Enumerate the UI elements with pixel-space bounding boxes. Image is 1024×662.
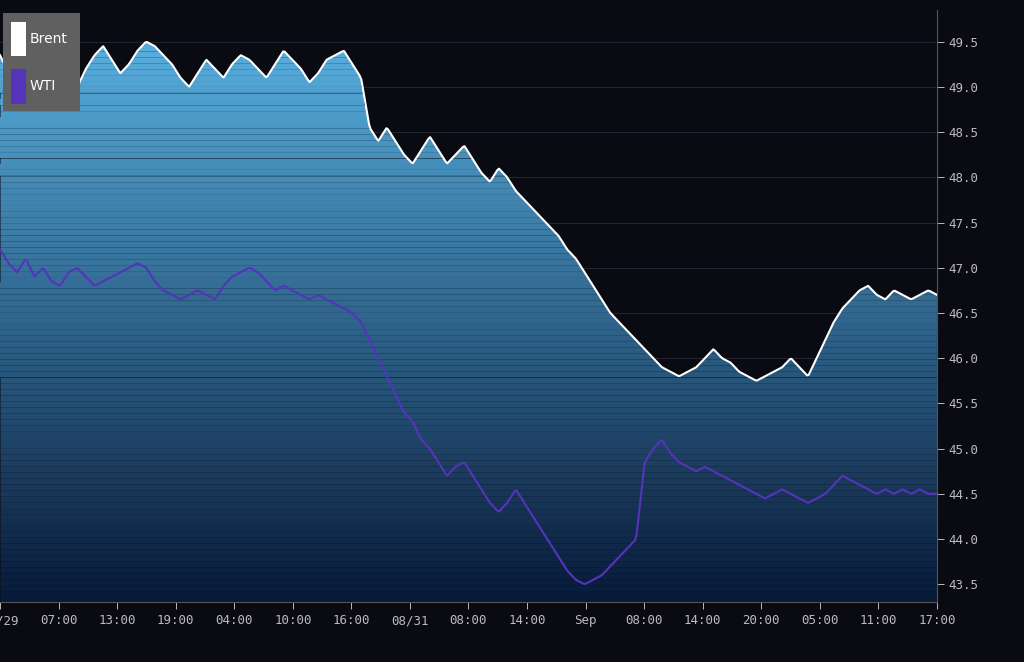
FancyBboxPatch shape [3,60,80,111]
Bar [11,70,27,103]
Bar [11,22,27,56]
Text: WTI: WTI [30,79,56,93]
Text: Brent: Brent [30,32,68,46]
FancyBboxPatch shape [3,13,80,64]
